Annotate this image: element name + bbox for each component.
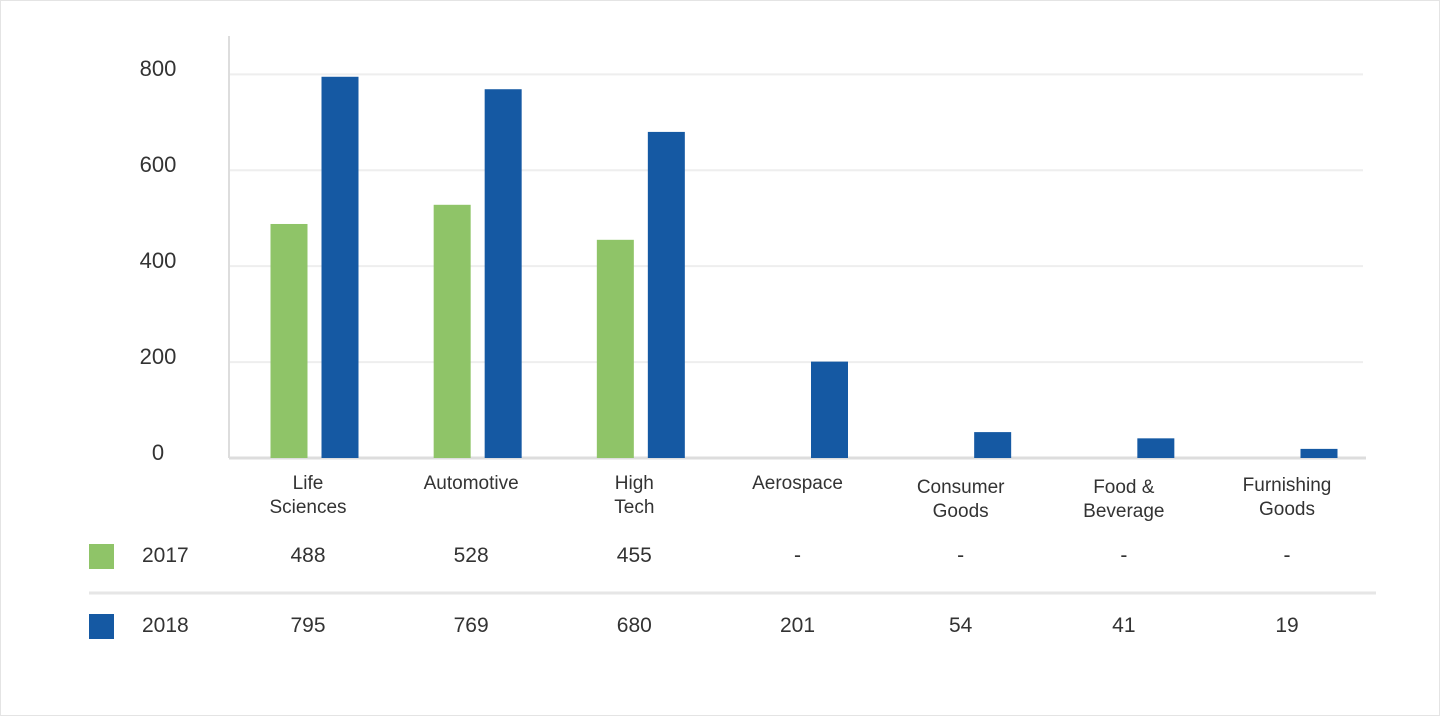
x-tick-label: Aerospace	[752, 473, 843, 494]
y-tick-label: 400	[140, 248, 177, 273]
bar	[270, 223, 308, 458]
bar	[484, 89, 522, 458]
x-tick-label: High Tech	[614, 473, 655, 518]
table-cell: -	[1120, 544, 1128, 567]
legend-label: 2018	[142, 614, 189, 637]
x-tick-label: Food & Beverage	[1083, 477, 1165, 522]
table-cell: -	[957, 544, 965, 567]
bar	[1300, 448, 1338, 458]
table-cell: 528	[453, 544, 489, 567]
table-cell: 41	[1112, 614, 1136, 637]
table-cell: -	[1283, 544, 1291, 567]
x-tick-label: Automotive	[423, 473, 519, 494]
bar	[647, 131, 685, 458]
bar	[433, 204, 471, 458]
legend-swatch	[89, 614, 114, 639]
y-tick-label: 0	[152, 440, 164, 465]
y-tick-label: 200	[140, 344, 177, 369]
x-tick-label: Life Sciences	[269, 473, 347, 518]
legend-label: 2017	[142, 544, 189, 567]
bar	[1137, 438, 1175, 458]
bar	[596, 239, 634, 458]
x-tick-label: Furnishing Goods	[1242, 475, 1332, 520]
table-cell: 54	[948, 614, 973, 637]
table-cell: -	[794, 544, 801, 567]
table-cell: 795	[290, 614, 326, 637]
y-tick-label: 800	[140, 56, 177, 81]
bar	[321, 76, 359, 459]
legend-swatch	[89, 544, 114, 569]
table-cell: 488	[290, 544, 326, 567]
bar	[974, 432, 1012, 458]
table-cell: 680	[616, 614, 652, 637]
table-cell: 19	[1275, 614, 1299, 637]
x-tick-label: Consumer Goods	[916, 477, 1005, 522]
table-cell: 769	[453, 614, 489, 637]
table-cell: 455	[616, 544, 652, 567]
bar	[811, 361, 848, 458]
table-cell: 201	[779, 614, 816, 637]
y-tick-label: 600	[140, 152, 177, 177]
